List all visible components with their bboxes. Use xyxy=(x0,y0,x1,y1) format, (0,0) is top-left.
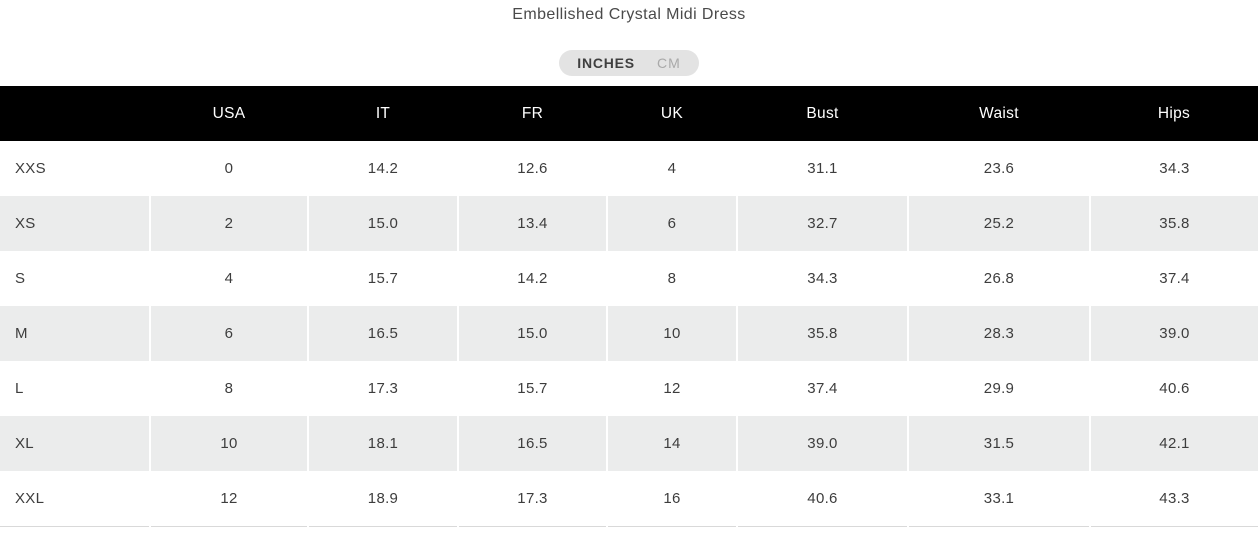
cell-usa: 12 xyxy=(149,471,308,526)
cell-bust: 35.8 xyxy=(736,306,908,361)
unit-option-cm[interactable]: CM xyxy=(657,50,681,76)
cell-bust: 34.3 xyxy=(736,251,908,306)
size-label: XXL xyxy=(15,489,45,507)
product-title: Embellished Crystal Midi Dress xyxy=(512,6,746,23)
size-label: L xyxy=(15,380,24,397)
cell-hips: 34.3 xyxy=(1089,141,1258,196)
cell-fr: 16.5 xyxy=(457,416,607,471)
header-cell-usa: USA xyxy=(150,86,308,141)
cell-uk: 14 xyxy=(606,416,737,471)
size-label: XS xyxy=(0,196,150,251)
cell-usa: 0 xyxy=(149,141,308,196)
size-label: S xyxy=(15,270,26,287)
cell-fr: 15.7 xyxy=(457,361,607,416)
cell-waist: 31.5 xyxy=(907,416,1090,471)
cell-usa: 6 xyxy=(149,306,308,361)
header-cell-fr: FR xyxy=(458,86,607,141)
table-row: XXS 0 14.2 12.6 4 31.1 23.6 34.3 xyxy=(0,141,1258,196)
cell-waist: 33.1 xyxy=(907,471,1090,526)
header-cell-uk: UK xyxy=(607,86,737,141)
cell-waist: 28.3 xyxy=(907,306,1090,361)
cell-usa: 10 xyxy=(149,416,308,471)
header-cell-it: IT xyxy=(308,86,458,141)
header-cell-bust: Bust xyxy=(737,86,908,141)
cell-waist: 25.2 xyxy=(907,196,1090,251)
table-row: M 6 16.5 15.0 10 35.8 28.3 39.0 xyxy=(0,306,1258,361)
size-label: XL xyxy=(0,416,150,471)
unit-toggle[interactable]: INCHES CM xyxy=(559,50,699,76)
size-chart-table: USA IT FR UK Bust Waist Hips XXS 0 14.2 … xyxy=(0,86,1258,527)
header-cell-waist: Waist xyxy=(908,86,1090,141)
cell-bust: 37.4 xyxy=(736,361,908,416)
cell-hips: 37.4 xyxy=(1089,251,1258,306)
cell-it: 15.0 xyxy=(307,196,458,251)
cell-hips: 42.1 xyxy=(1089,416,1258,471)
cell-uk: 12 xyxy=(606,361,737,416)
size-chart-header-row: USA IT FR UK Bust Waist Hips xyxy=(0,86,1258,141)
cell-fr: 14.2 xyxy=(457,251,607,306)
cell-it: 17.3 xyxy=(307,361,458,416)
cell-usa: 2 xyxy=(149,196,308,251)
header-cell-hips: Hips xyxy=(1090,86,1258,141)
table-row: S 4 15.7 14.2 8 34.3 26.8 37.4 xyxy=(0,251,1258,306)
cell-hips: 35.8 xyxy=(1089,196,1258,251)
cell-waist: 23.6 xyxy=(907,141,1090,196)
cell-uk: 8 xyxy=(606,251,737,306)
cell-it: 14.2 xyxy=(307,141,458,196)
cell-usa: 4 xyxy=(149,251,308,306)
cell-waist: 29.9 xyxy=(907,361,1090,416)
cell-fr: 12.6 xyxy=(457,141,607,196)
unit-toggle-container: INCHES CM xyxy=(0,50,1258,76)
cell-usa: 8 xyxy=(149,361,308,416)
cell-hips: 40.6 xyxy=(1089,361,1258,416)
table-row: XL 10 18.1 16.5 14 39.0 31.5 42.1 xyxy=(0,416,1258,471)
cell-hips: 43.3 xyxy=(1089,471,1258,526)
size-label: XXS xyxy=(15,160,46,177)
cell-bust: 32.7 xyxy=(736,196,908,251)
cell-uk: 10 xyxy=(606,306,737,361)
cell-uk: 6 xyxy=(606,196,737,251)
cell-bust: 39.0 xyxy=(736,416,908,471)
cell-it: 15.7 xyxy=(307,251,458,306)
header-cell-size xyxy=(0,86,150,141)
cell-bust: 40.6 xyxy=(736,471,908,526)
size-label: M xyxy=(0,306,150,361)
cell-it: 16.5 xyxy=(307,306,458,361)
cell-it: 18.1 xyxy=(307,416,458,471)
cell-uk: 16 xyxy=(606,471,737,526)
cell-uk: 4 xyxy=(606,141,737,196)
cell-bust: 31.1 xyxy=(736,141,908,196)
cell-hips: 39.0 xyxy=(1089,306,1258,361)
table-row: L 8 17.3 15.7 12 37.4 29.9 40.6 xyxy=(0,361,1258,416)
cell-fr: 15.0 xyxy=(457,306,607,361)
cell-it: 18.9 xyxy=(307,471,458,526)
cell-fr: 13.4 xyxy=(457,196,607,251)
cell-waist: 26.8 xyxy=(907,251,1090,306)
table-row: XXL 12 18.9 17.3 16 40.6 33.1 43.3 xyxy=(0,471,1258,526)
cell-fr: 17.3 xyxy=(457,471,607,526)
table-row: XS 2 15.0 13.4 6 32.7 25.2 35.8 xyxy=(0,196,1258,251)
unit-option-inches[interactable]: INCHES xyxy=(577,50,635,76)
